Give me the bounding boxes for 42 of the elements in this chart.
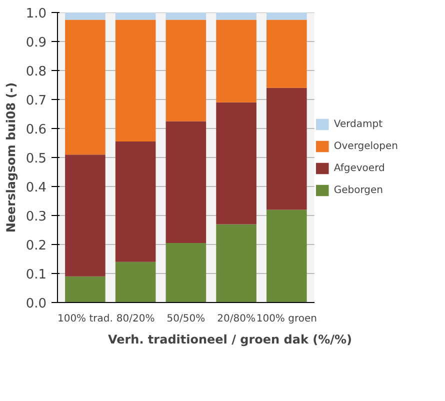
y-tick-label: 0.4 — [26, 180, 47, 196]
y-tick-label: 0.2 — [26, 238, 47, 254]
bar — [65, 20, 106, 155]
bar — [166, 121, 206, 244]
legend-label: Geborgen — [334, 184, 384, 196]
legend-label: Overgelopen — [334, 140, 398, 152]
y-tick-label: 0.3 — [26, 210, 47, 224]
y-tick-label: 0.5 — [26, 152, 47, 166]
bar — [115, 142, 156, 262]
bar — [115, 262, 156, 302]
y-axis-title: Neerslagsom bui08 (-) — [4, 82, 18, 233]
x-tick-label: 100% trad. — [57, 314, 113, 324]
legend-label: Verdampt — [334, 118, 383, 130]
bar — [216, 102, 256, 224]
x-axis-title: Verh. traditioneel / groen dak (%/%) — [108, 332, 352, 346]
bar — [266, 12, 307, 20]
bar — [266, 88, 307, 210]
bar — [115, 20, 156, 142]
y-tick-label: 0.7 — [26, 94, 47, 108]
bar — [266, 210, 307, 302]
y-tick-label: 1.0 — [26, 6, 47, 22]
y-tick-label: 0.0 — [26, 296, 47, 312]
y-tick-label: 0.1 — [26, 268, 47, 282]
x-tick-label: 50/50% — [166, 314, 206, 324]
x-tick-label: 100% groen — [256, 314, 317, 324]
y-tick-label: 0.9 — [26, 36, 47, 50]
y-tick-label: 0.8 — [26, 64, 47, 80]
bar — [266, 20, 307, 88]
x-tick-label: 20/80% — [217, 314, 256, 324]
bar — [166, 20, 206, 122]
bar — [65, 154, 106, 276]
legend-label: Afgevoerd — [334, 162, 385, 174]
y-tick-label: 0.6 — [26, 122, 47, 138]
bar — [65, 276, 106, 302]
x-tick-label: 80/20% — [116, 314, 155, 324]
bar — [216, 20, 256, 102]
bar — [115, 12, 156, 20]
bar — [216, 12, 256, 20]
bar — [65, 12, 106, 20]
bar — [166, 12, 206, 20]
bar — [166, 243, 206, 302]
bar — [216, 224, 256, 302]
